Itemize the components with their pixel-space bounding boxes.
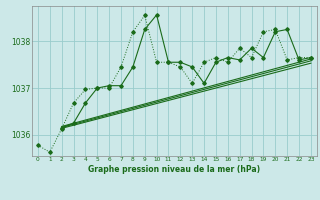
X-axis label: Graphe pression niveau de la mer (hPa): Graphe pression niveau de la mer (hPa) (88, 165, 260, 174)
